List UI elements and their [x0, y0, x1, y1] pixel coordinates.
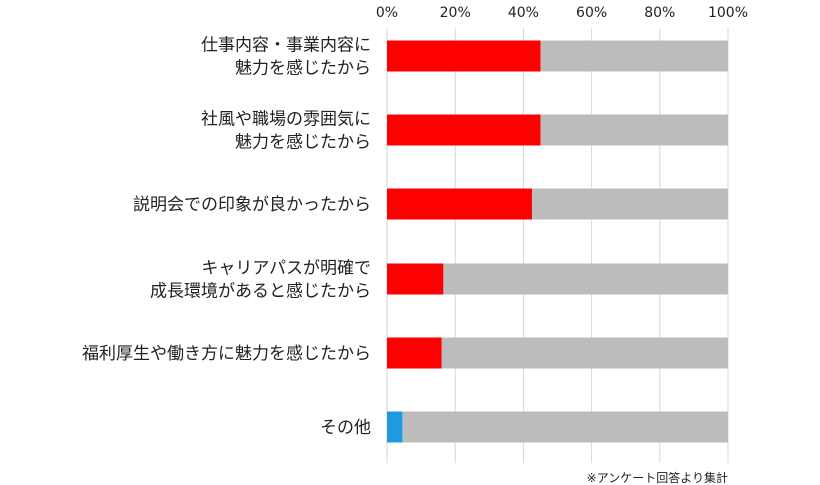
category-label: 説明会での印象が良かったから: [133, 195, 371, 215]
y-axis-category-labels: 仕事内容・事業内容に魅力を感じたから社風や職場の雰囲気に魅力を感じたから説明会で…: [82, 36, 371, 439]
bar-value: [387, 114, 541, 146]
category-label: 福利厚生や働き方に魅力を感じたから: [82, 344, 371, 364]
gridlines: [386, 28, 729, 463]
x-tick-label: 100%: [708, 5, 748, 21]
category-label: 仕事内容・事業内容に魅力を感じたから: [201, 36, 371, 79]
footnote: ※アンケート回答より集計: [587, 470, 728, 485]
bars: [387, 40, 728, 443]
bar-remainder: [387, 263, 728, 295]
bar-remainder: [387, 337, 728, 369]
category-label-line: 魅力を感じたから: [235, 133, 371, 153]
bar-value: [387, 263, 444, 295]
category-label-line: 仕事内容・事業内容に: [201, 36, 371, 56]
category-label-line: その他: [320, 418, 371, 438]
bar-value: [387, 188, 532, 220]
category-label-line: 成長環境があると感じたから: [150, 282, 371, 302]
category-label-line: キャリアパスが明確で: [201, 259, 371, 279]
x-tick-label: 0%: [376, 5, 398, 21]
category-label: その他: [320, 418, 371, 438]
category-label-line: 社風や職場の雰囲気に: [201, 110, 371, 130]
bar-value: [387, 411, 403, 443]
x-axis-tick-labels: 0% 20% 40% 60% 80% 100%: [376, 5, 748, 21]
category-label-line: 説明会での印象が良かったから: [133, 195, 371, 215]
x-tick-label: 60%: [576, 5, 607, 21]
x-tick-label: 80%: [644, 5, 675, 21]
category-label-line: 福利厚生や働き方に魅力を感じたから: [82, 344, 371, 364]
x-tick-label: 40%: [508, 5, 539, 21]
category-label: キャリアパスが明確で成長環境があると感じたから: [150, 259, 371, 302]
bar-value: [387, 337, 442, 369]
bar-value: [387, 40, 541, 72]
bar-remainder: [387, 411, 728, 443]
x-tick-label: 20%: [440, 5, 471, 21]
category-label-line: 魅力を感じたから: [235, 59, 371, 79]
category-label: 社風や職場の雰囲気に魅力を感じたから: [201, 110, 371, 153]
